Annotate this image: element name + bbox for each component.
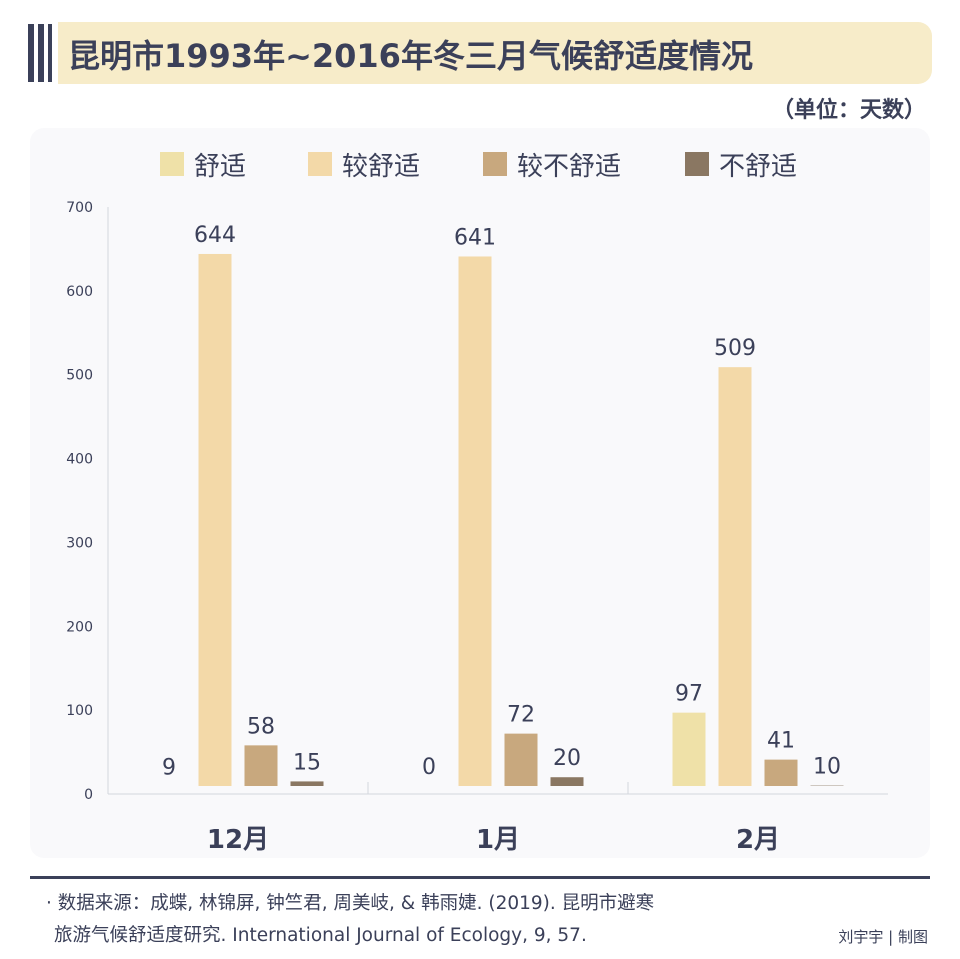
author-credit: 刘宇宇 | 制图	[838, 928, 928, 946]
x-category-label: 2月	[736, 825, 780, 855]
bar	[504, 733, 538, 786]
legend-item-fairly-comfortable: 较舒适	[308, 146, 420, 182]
page-title: 昆明市1993年~2016年冬三月气候舒适度情况	[68, 37, 753, 75]
y-tick-label: 300	[66, 535, 93, 551]
legend-label: 较舒适	[342, 151, 421, 182]
chart-legend: 舒适 较舒适 较不舒适 不舒适	[0, 146, 960, 182]
bar	[198, 253, 232, 786]
y-tick-label: 0	[84, 787, 93, 803]
bar-value-label: 97	[675, 682, 703, 707]
bar	[764, 759, 798, 786]
legend-swatch	[483, 152, 507, 176]
bar-value-label: 641	[454, 225, 496, 250]
y-tick-label: 700	[66, 200, 93, 216]
bar-value-label: 58	[247, 714, 275, 739]
bar-value-label: 644	[194, 223, 236, 248]
y-tick-label: 500	[66, 368, 93, 384]
legend-item-comfortable: 舒适	[160, 146, 246, 182]
legend-label: 舒适	[194, 151, 247, 182]
bar-value-label: 15	[293, 750, 321, 775]
bar	[290, 781, 324, 786]
footer-divider	[30, 876, 930, 879]
bar-value-label: 10	[813, 755, 841, 780]
bar-value-label: 41	[767, 729, 795, 754]
source-line-1: · 数据来源：成蝶, 林锦屏, 钟竺君, 周美岐, & 韩雨婕. (2019).…	[46, 893, 655, 914]
bar-value-label: 509	[714, 336, 756, 361]
bar	[458, 256, 492, 786]
bar-value-label: 20	[553, 746, 581, 771]
y-tick-label: 100	[66, 703, 93, 719]
bar-value-label: 0	[422, 755, 436, 780]
bar	[672, 712, 706, 786]
bar	[550, 777, 584, 786]
title-background	[58, 22, 932, 84]
legend-item-fairly-uncomfortable: 较不舒适	[483, 146, 621, 182]
title-bar: 昆明市1993年~2016年冬三月气候舒适度情况	[28, 22, 932, 84]
bar	[718, 367, 752, 786]
bar	[244, 745, 278, 786]
bar-value-label: 72	[507, 703, 535, 728]
x-category-label: 1月	[476, 825, 520, 855]
legend-label: 较不舒适	[517, 151, 622, 182]
source-line-2: 旅游气候舒适度研究. International Journal of Ecol…	[54, 925, 587, 946]
x-category-label: 12月	[207, 825, 269, 855]
y-tick-label: 200	[66, 619, 93, 635]
unit-label: （单位：天数）	[771, 98, 926, 123]
legend-swatch	[308, 152, 332, 176]
bar-value-label: 9	[162, 755, 176, 780]
legend-swatch	[685, 152, 709, 176]
legend-label: 不舒适	[719, 151, 798, 182]
legend-swatch	[160, 152, 184, 176]
title-stripes-decoration	[28, 22, 54, 84]
y-tick-label: 600	[66, 284, 93, 300]
y-tick-label: 400	[66, 452, 93, 468]
legend-item-uncomfortable: 不舒适	[685, 146, 797, 182]
data-source-note: · 数据来源：成蝶, 林锦屏, 钟竺君, 周美岐, & 韩雨婕. (2019).…	[46, 888, 654, 952]
